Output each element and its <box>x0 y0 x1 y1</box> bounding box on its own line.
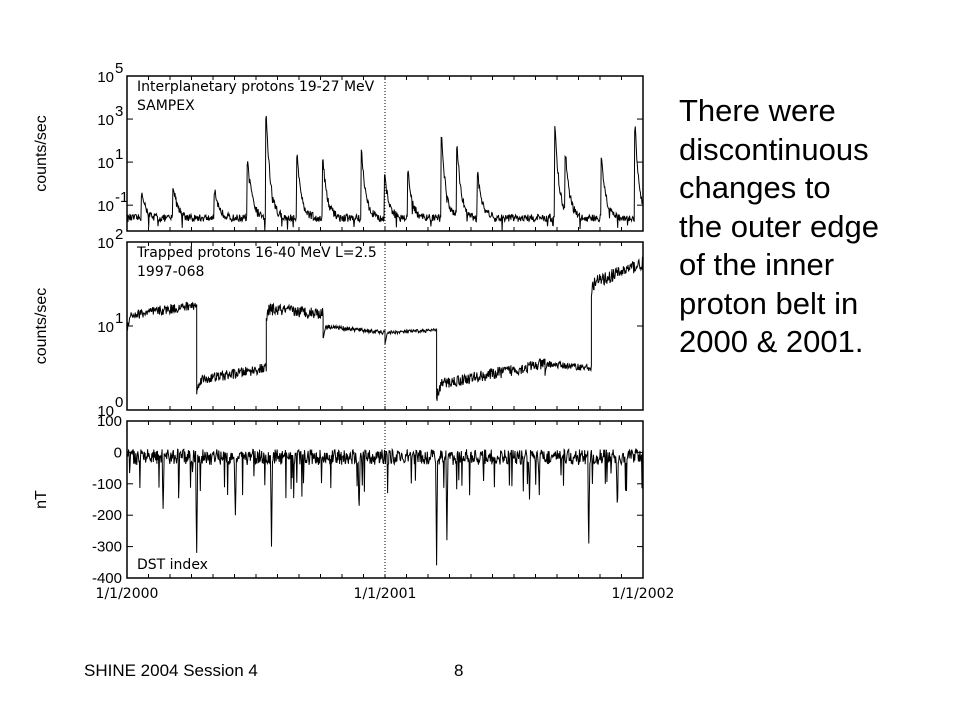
x-tick-label: 1/1/2001 <box>354 586 417 602</box>
slide-text: There were discontinuous changes to the … <box>679 92 949 362</box>
panel-annotation: DST index <box>137 557 208 573</box>
y-tick-exponent: 3 <box>115 103 123 120</box>
y-tick-label: 10 <box>97 69 114 86</box>
panel-annotation: 1997-068 <box>137 264 204 280</box>
panel-annotation: Trapped protons 16-40 MeV L=2.5 <box>136 245 377 261</box>
x-tick-label: 1/1/2000 <box>96 586 159 602</box>
y-tick-label: 100 <box>97 413 122 430</box>
y-axis-title: counts/sec <box>33 115 50 191</box>
y-tick-exponent: 1 <box>115 146 123 163</box>
footer-title: SHINE 2004 Session 4 <box>84 661 258 681</box>
panel-annotation: Interplanetary protons 19-27 MeV <box>137 79 375 95</box>
y-tick-label: 10 <box>97 155 114 172</box>
panel-annotation: SAMPEX <box>137 98 195 114</box>
y-tick-label: 10 <box>97 112 114 129</box>
y-axis-title: counts/sec <box>33 288 50 364</box>
panel-frame <box>127 76 643 231</box>
y-tick-label: 0 <box>114 444 122 461</box>
x-tick-label: 1/1/2002 <box>612 586 675 602</box>
panel-3: 100 0 -100 -200 -300 -400 nT DST index <box>33 413 643 587</box>
y-tick-exponent: -1 <box>115 189 128 206</box>
y-tick-exponent: 1 <box>115 310 123 327</box>
y-tick-label: -400 <box>92 570 122 587</box>
y-tick-exponent: 0 <box>115 394 123 411</box>
y-tick-label: 10 <box>97 319 114 336</box>
page-number: 8 <box>454 661 463 681</box>
y-tick-label: -300 <box>92 539 122 556</box>
y-tick-label: 10 <box>97 235 114 252</box>
y-tick-label: -200 <box>92 507 122 524</box>
y-tick-label: -100 <box>92 476 122 493</box>
y-axis-title: nT <box>33 490 50 509</box>
y-tick-exponent: 2 <box>115 226 123 243</box>
y-tick-exponent: 5 <box>115 60 123 77</box>
y-tick-label: 10 <box>97 198 114 215</box>
